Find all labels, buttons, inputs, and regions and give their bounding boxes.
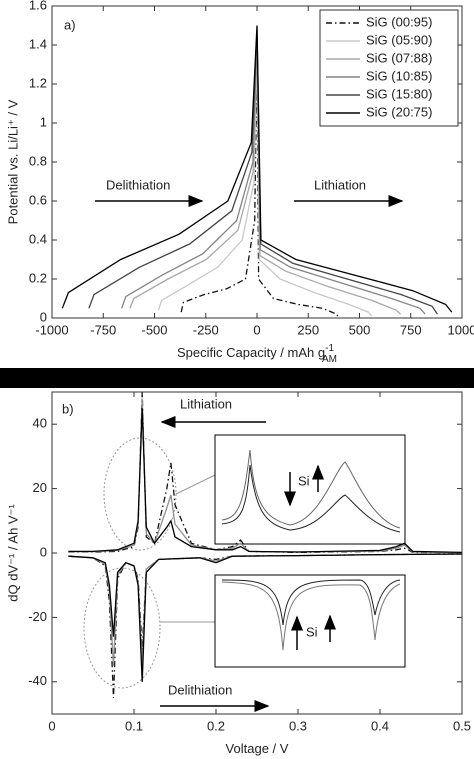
y-tick-label: 0.4	[29, 231, 47, 246]
x-axis-label-text: Specific Capacity / mAh g	[177, 345, 325, 360]
y-tick-label: 20	[33, 480, 47, 495]
plot-frame	[51, 391, 463, 715]
y-axis-label: Potential vs. Li/Li⁺ / V	[5, 99, 20, 224]
x-axis-label: Specific Capacity / mAh g-1 AM	[177, 343, 337, 365]
y-tick-label: 1	[40, 114, 47, 129]
callout-line	[175, 474, 216, 495]
x-tick-label: 1000	[448, 322, 474, 337]
legend-box	[319, 9, 459, 127]
plot-frame	[51, 5, 463, 319]
legend-label: SiG (20:75)	[366, 104, 432, 119]
y-tick-label: -20	[28, 609, 47, 624]
data-line	[61, 25, 453, 313]
legend-label: SiG (05:90)	[366, 32, 432, 47]
panel-label: b)	[62, 401, 74, 416]
inset-curve	[221, 449, 401, 529]
annotation: Si	[298, 473, 310, 488]
y-tick-label: 40	[33, 416, 47, 431]
y-tick-label: 0.6	[29, 192, 47, 207]
inset-curve	[221, 579, 401, 626]
y-tick-label: 1.2	[29, 75, 47, 90]
x-axis-label-text: Voltage / V	[226, 741, 289, 756]
x-tick-label: -1000	[35, 322, 68, 337]
inset-curve	[221, 581, 401, 651]
x-tick-label: 0.3	[289, 718, 307, 733]
y-tick-label: 0	[40, 309, 47, 324]
x-tick-label: 0.1	[125, 718, 143, 733]
annotation: Lithiation	[314, 177, 366, 192]
x-tick-label: 250	[297, 322, 319, 337]
separator-band	[0, 368, 474, 388]
x-tick-label: 0	[48, 718, 55, 733]
annotation: Delithiation	[106, 177, 170, 192]
x-tick-label: -500	[141, 322, 167, 337]
data-line	[68, 408, 462, 682]
legend-label: SiG (10:85)	[366, 68, 432, 83]
x-tick-label: -250	[193, 322, 219, 337]
x-tick-label: 0.4	[371, 718, 389, 733]
x-axis-label-sup: -1	[325, 343, 334, 354]
legend-label: SiG (07:88)	[366, 50, 432, 65]
y-tick-label: 0.2	[29, 270, 47, 285]
y-tick-label: 1.6	[29, 0, 47, 12]
y-tick-label: 1.4	[29, 36, 47, 51]
legend-label: SiG (00:95)	[366, 14, 432, 29]
panel-label: a)	[64, 17, 76, 32]
legend-label: SiG (15:80)	[366, 86, 432, 101]
annotation: Si	[306, 624, 318, 639]
x-tick-label: 0.2	[207, 718, 225, 733]
highlight-ellipse	[83, 567, 161, 689]
inset-curve	[221, 464, 401, 533]
x-axis-label-sub: AM	[322, 354, 337, 365]
x-tick-label: 500	[349, 322, 371, 337]
y-tick-label: 0.8	[29, 153, 47, 168]
y-axis-label: dQ dV⁻¹ / Ah V⁻¹	[5, 504, 20, 602]
x-tick-label: 0	[253, 322, 260, 337]
inset	[214, 434, 406, 545]
x-tick-label: 0.5	[453, 718, 471, 733]
y-tick-label: 0	[40, 544, 47, 559]
x-tick-label: -750	[90, 322, 116, 337]
y-tick-label: -40	[28, 673, 47, 688]
annotation: Delithiation	[168, 682, 232, 697]
x-axis-label: Voltage / V	[226, 741, 289, 756]
annotation: Lithiation	[180, 396, 232, 411]
x-tick-label: 750	[400, 322, 422, 337]
